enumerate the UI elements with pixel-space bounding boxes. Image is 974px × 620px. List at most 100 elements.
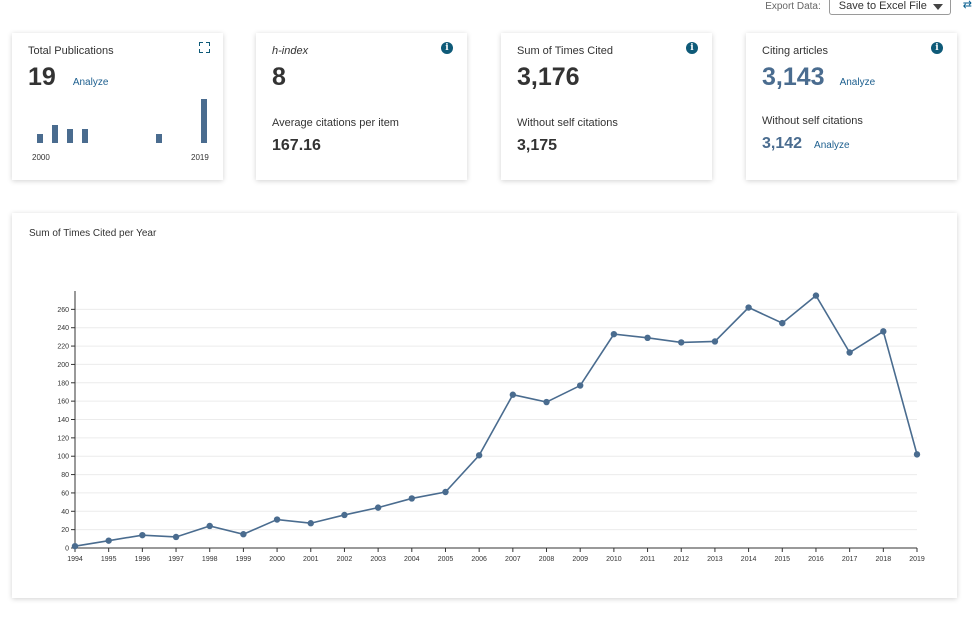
data-point (577, 382, 584, 389)
x-tick-label: 2010 (606, 556, 622, 563)
export-bar: Export Data: Save to Excel File ⇄ (765, 0, 974, 16)
chevron-down-icon (932, 4, 943, 10)
y-tick-label: 240 (57, 325, 69, 332)
times-cited-card: Sum of Times Cited i 3,176 Without self … (501, 33, 712, 180)
x-tick-label: 2005 (438, 556, 454, 563)
x-tick-label: 2017 (842, 556, 858, 563)
y-tick-label: 260 (57, 307, 69, 314)
data-point (812, 292, 820, 299)
data-point (779, 319, 786, 327)
x-tick-label: 2013 (707, 556, 723, 563)
export-label: Export Data: (765, 1, 821, 12)
info-icon[interactable]: i (441, 42, 453, 54)
times-cited-label: Sum of Times Cited (517, 45, 613, 57)
data-point (105, 537, 112, 544)
publication-bar (51, 124, 58, 143)
data-point (711, 338, 719, 345)
h-index-label: h-index (272, 45, 309, 57)
export-format-value: Save to Excel File (838, 0, 927, 12)
times-cited-without-self-label: Without self citations (517, 117, 618, 129)
x-tick-label: 2007 (505, 556, 521, 563)
data-point (745, 304, 752, 311)
citing-articles-label: Citing articles (762, 45, 829, 57)
publication-bar (66, 129, 73, 143)
citing-without-self-label: Without self citations (762, 115, 863, 127)
x-tick-label: 1996 (135, 556, 151, 563)
x-tick-label: 1995 (101, 556, 117, 563)
x-tick-label: 1994 (67, 556, 83, 563)
y-tick-label: 200 (57, 362, 69, 369)
data-point (644, 334, 651, 342)
y-tick-label: 100 (57, 454, 69, 461)
x-tick-label: 1999 (236, 556, 252, 563)
analyze-citing-articles-link[interactable]: Analyze (839, 77, 876, 88)
x-tick-label: 2003 (370, 556, 386, 563)
x-tick-label: 2001 (303, 556, 319, 563)
mini-chart-end-year: 2019 (191, 153, 209, 162)
data-point (880, 328, 887, 335)
data-point (240, 531, 247, 538)
times-cited-without-self-value: 3,175 (517, 137, 558, 154)
y-tick-label: 0 (65, 546, 69, 553)
y-tick-label: 160 (57, 399, 69, 406)
times-cited-value: 3,176 (517, 63, 580, 91)
x-tick-label: 1997 (168, 556, 184, 563)
data-point (543, 398, 550, 406)
average-citations-value: 167.16 (272, 137, 321, 154)
citing-articles-value: 3,143 (762, 63, 825, 91)
data-point (341, 511, 348, 519)
y-tick-label: 80 (61, 472, 69, 479)
total-publications-label: Total Publications (28, 45, 114, 57)
publication-bar (37, 133, 43, 143)
average-citations-label: Average citations per item (272, 117, 399, 129)
info-icon[interactable]: i (686, 42, 698, 54)
analyze-citing-without-self-link[interactable]: Analyze (814, 140, 850, 151)
x-tick-label: 2002 (337, 556, 353, 563)
data-point (408, 495, 415, 502)
data-point (610, 330, 618, 338)
data-point (307, 520, 314, 527)
data-point (846, 349, 853, 356)
data-point (273, 516, 281, 523)
x-tick-label: 2018 (876, 556, 892, 563)
x-tick-label: 2014 (741, 556, 757, 563)
times-cited-line-chart: 0 20 40 60 80 100 120 140 160 180 200 220 240 260 1994… (57, 291, 925, 563)
export-format-select[interactable]: Save to Excel File (828, 0, 951, 15)
citing-articles-card: Citing articles i 3,143 Analyze Without … (746, 33, 957, 180)
x-tick-label: 2000 (269, 556, 285, 563)
data-point (475, 452, 483, 459)
data-point (71, 542, 79, 550)
x-tick-label: 2019 (909, 556, 925, 563)
share-icon[interactable]: ⇄ (962, 0, 972, 11)
publication-bar (201, 99, 207, 143)
y-tick-label: 20 (61, 527, 69, 534)
x-tick-label: 1998 (202, 556, 218, 563)
analyze-publications-link[interactable]: Analyze (72, 77, 109, 88)
expand-icon[interactable] (199, 42, 210, 53)
x-tick-label: 2015 (774, 556, 790, 563)
data-point (172, 533, 180, 541)
data-point (139, 531, 146, 539)
h-index-value: 8 (272, 63, 286, 91)
x-tick-label: 2012 (673, 556, 689, 563)
total-publications-value: 19 (28, 63, 56, 91)
info-icon[interactable]: i (931, 42, 943, 54)
y-tick-label: 220 (57, 344, 69, 351)
data-point (442, 488, 449, 496)
data-point (374, 504, 382, 511)
y-tick-label: 40 (61, 509, 69, 516)
mini-chart-start-year: 2000 (32, 153, 50, 162)
x-tick-label: 2016 (808, 556, 824, 563)
data-point (509, 391, 517, 398)
data-point (206, 522, 213, 530)
publication-bar (156, 133, 163, 143)
data-point (678, 339, 685, 346)
citations-series-line (74, 294, 918, 547)
times-cited-per-year-card: Sum of Times Cited per Year 0 20 40 60 80 100… (12, 213, 957, 598)
chart-title: Sum of Times Cited per Year (29, 228, 157, 239)
data-point (913, 451, 921, 458)
x-tick-label: 2011 (640, 556, 655, 563)
x-tick-label: 2006 (471, 556, 487, 563)
citing-without-self-value: 3,142 (762, 135, 803, 152)
y-tick-label: 120 (57, 435, 69, 442)
